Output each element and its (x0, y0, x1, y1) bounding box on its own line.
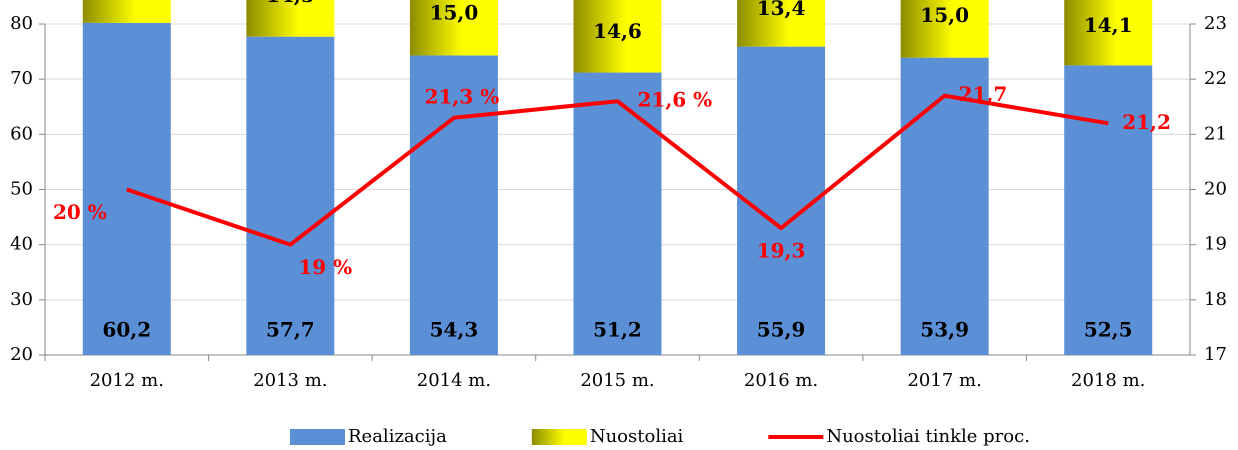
bar (82, 22, 171, 355)
legend-label: Realizacija (348, 426, 447, 447)
bar (573, 0, 662, 73)
bar (409, 55, 498, 355)
bar (900, 57, 989, 355)
bar-label: 54,3 (430, 318, 479, 342)
bar-label: 14,5 (266, 0, 315, 7)
x-tick-label: 2013 m. (253, 370, 327, 391)
y2-tick-label: 23 (1204, 13, 1227, 34)
line-label: 19 % (298, 255, 352, 279)
bar-label: 15,0 (430, 1, 479, 25)
x-tick-label: 2017 m. (907, 370, 981, 391)
bar (246, 0, 335, 37)
x-tick-label: 2014 m. (417, 370, 491, 391)
bar-label: 14,6 (593, 19, 642, 43)
bar (900, 0, 989, 58)
y2-tick-label: 22 (1204, 68, 1227, 89)
line-label: 19,3 (757, 239, 806, 263)
bar-label: 15,0 (920, 3, 969, 27)
x-tick-label: 2016 m. (744, 370, 818, 391)
line-label: 21,7 (959, 82, 1008, 106)
bar-label: 13,4 (757, 0, 806, 20)
legend-label: Nuostoliai tinkle proc. (826, 426, 1030, 447)
bar-label: 57,7 (266, 318, 315, 342)
y2-tick-label: 18 (1204, 289, 1227, 310)
y-tick-label: 80 (10, 13, 33, 34)
y-tick-label: 70 (10, 68, 33, 89)
y-tick-label: 20 (10, 344, 33, 365)
x-tick-label: 2018 m. (1071, 370, 1145, 391)
y-tick-label: 60 (10, 123, 33, 144)
bar-label: 14,1 (1084, 13, 1133, 37)
bar-label: 52,5 (1084, 318, 1133, 342)
legend-label: Nuostoliai (590, 426, 684, 447)
bar (573, 72, 662, 356)
bar-label: 55,9 (757, 318, 806, 342)
y2-tick-label: 19 (1204, 234, 1227, 255)
bar (737, 0, 826, 47)
line-label: 20 % (53, 200, 107, 224)
y-tick-label: 30 (10, 289, 33, 310)
bar (1064, 65, 1153, 355)
legend-swatch (290, 429, 345, 445)
bar (409, 0, 498, 56)
line (126, 93, 1109, 247)
bar-label: 53,9 (920, 318, 969, 342)
bar-label: 51,2 (593, 318, 642, 342)
bar (737, 46, 826, 355)
legend-swatch (531, 429, 587, 445)
bar (82, 0, 171, 23)
bar (246, 36, 335, 356)
y-tick-label: 50 (10, 179, 33, 200)
line-label: 21,6 % (638, 88, 713, 112)
bar-label: 60,2 (102, 318, 151, 342)
y2-tick-label: 21 (1204, 123, 1227, 144)
x-tick-label: 2012 m. (90, 370, 164, 391)
y2-tick-label: 17 (1204, 344, 1227, 365)
line-label: 21,2 (1122, 110, 1171, 134)
y-tick-label: 40 (10, 234, 33, 255)
x-tick-label: 2015 m. (580, 370, 654, 391)
line-label: 21,3 % (425, 84, 500, 108)
bar (1064, 0, 1153, 66)
y2-tick-label: 20 (1204, 179, 1227, 200)
